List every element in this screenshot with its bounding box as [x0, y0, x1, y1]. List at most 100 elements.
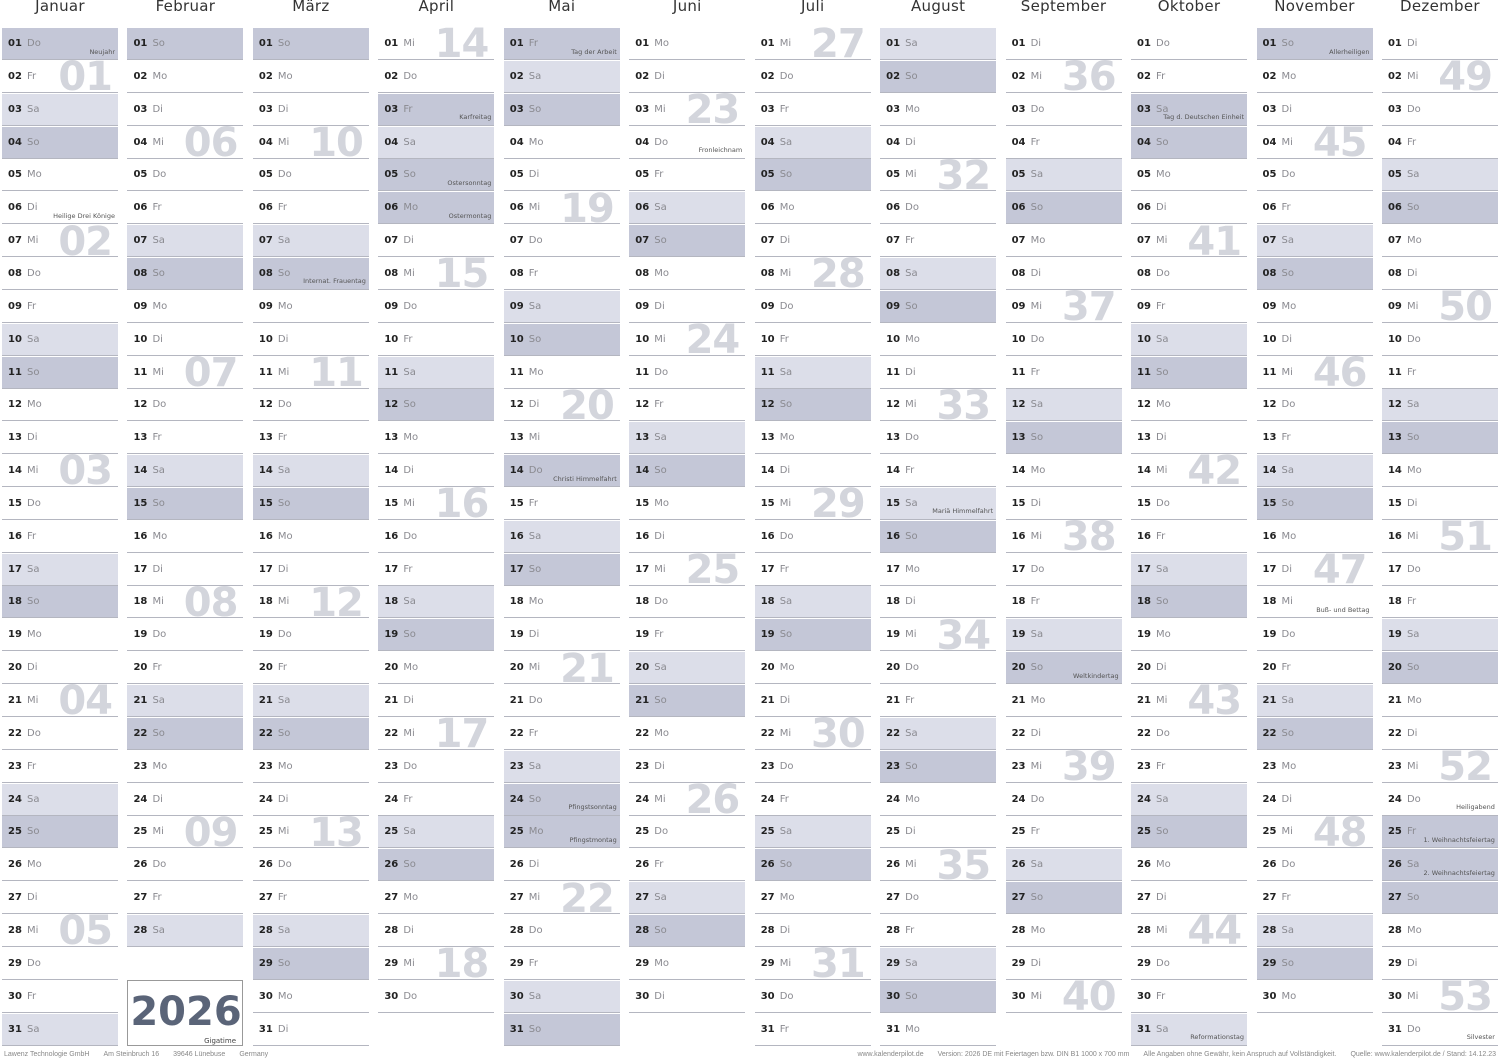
day-cell[interactable]: 08 So [127, 257, 244, 290]
day-cell[interactable]: 18 Mo [503, 586, 620, 619]
day-cell[interactable]: 24 Di [1256, 783, 1373, 816]
day-cell[interactable]: 14 Sa [1256, 455, 1373, 488]
day-cell[interactable]: 08 Mi [754, 257, 871, 290]
day-cell[interactable]: 23 Mo [127, 750, 244, 783]
day-cell[interactable]: 06 Do [880, 192, 997, 225]
day-cell[interactable]: 27 Do [880, 882, 997, 915]
day-cell[interactable]: 05 Mo [1131, 159, 1248, 192]
day-cell[interactable]: 16 Mo [1256, 520, 1373, 553]
day-cell[interactable]: 26 Mo [2, 849, 118, 882]
day-cell[interactable]: 24 Fr [378, 783, 495, 816]
day-cell[interactable]: 12 Do [1256, 389, 1373, 422]
day-cell[interactable]: 28 Mi [2, 914, 118, 947]
day-cell[interactable]: 05 So [754, 159, 871, 192]
day-cell[interactable]: 17 Di [252, 553, 369, 586]
day-cell[interactable]: 08 Mi [378, 257, 495, 290]
day-cell[interactable]: 09 Mo [127, 290, 244, 323]
day-cell[interactable]: 24 Fr [754, 783, 871, 816]
day-cell[interactable]: 28 Sa [252, 914, 369, 947]
day-cell[interactable]: 09 Fr [2, 290, 118, 323]
day-cell[interactable]: 16 Mi [1005, 520, 1122, 553]
day-cell[interactable]: 24 So Pfingstsonntag [503, 783, 620, 816]
day-cell[interactable]: 22 Sa [880, 717, 997, 750]
day-cell[interactable]: 02 Mi [1005, 60, 1122, 93]
day-cell[interactable]: 14 Di [754, 455, 871, 488]
day-cell[interactable]: 22 Mo [629, 717, 746, 750]
day-cell[interactable]: 22 Di [1005, 717, 1122, 750]
day-cell[interactable]: 23 So [880, 750, 997, 783]
day-cell[interactable]: 04 Mi [127, 126, 244, 159]
day-cell[interactable]: 02 Mo [252, 60, 369, 93]
day-cell[interactable]: 10 Mo [880, 323, 997, 356]
day-cell[interactable]: 14 Di [378, 455, 495, 488]
day-cell[interactable]: 01 Mi [378, 28, 495, 60]
day-cell[interactable]: 10 Di [252, 323, 369, 356]
day-cell[interactable]: 29 Di [1005, 947, 1122, 980]
day-cell[interactable]: 31 Sa Reformationstag [1131, 1013, 1248, 1046]
day-cell[interactable]: 11 Sa [378, 356, 495, 389]
day-cell[interactable]: 03 Do [1381, 93, 1498, 126]
day-cell[interactable]: 04 So [1131, 126, 1248, 159]
day-cell[interactable]: 09 Mo [1256, 290, 1373, 323]
day-cell[interactable]: 02 Do [378, 60, 495, 93]
day-cell[interactable]: 19 Sa [1005, 619, 1122, 652]
day-cell[interactable]: 14 Fr [880, 455, 997, 488]
day-cell[interactable]: 29 Di [1381, 947, 1498, 980]
day-cell[interactable]: 05 Do [127, 159, 244, 192]
day-cell[interactable]: 31 Sa [2, 1013, 118, 1046]
day-cell[interactable]: 12 Fr [629, 389, 746, 422]
day-cell[interactable]: 27 Fr [127, 882, 244, 915]
day-cell[interactable]: 11 Do [629, 356, 746, 389]
day-cell[interactable]: 12 So [378, 389, 495, 422]
day-cell[interactable]: 08 Sa [880, 257, 997, 290]
day-cell[interactable]: 13 Di [2, 422, 118, 455]
day-cell[interactable]: 27 So [1005, 882, 1122, 915]
day-cell[interactable]: 07 Do [503, 225, 620, 258]
day-cell[interactable]: 22 So [127, 717, 244, 750]
day-cell[interactable]: 02 Fr [1131, 60, 1248, 93]
day-cell[interactable]: 01 Fr Tag der Arbeit [503, 28, 620, 60]
day-cell[interactable]: 13 Fr [1256, 422, 1373, 455]
day-cell[interactable]: 15 Fr [503, 487, 620, 520]
day-cell[interactable]: 19 Mi [880, 619, 997, 652]
day-cell[interactable]: 18 Fr [1005, 586, 1122, 619]
day-cell[interactable]: 28 Di [378, 914, 495, 947]
day-cell[interactable]: 02 Di [629, 60, 746, 93]
day-cell[interactable]: 11 Mi [252, 356, 369, 389]
day-cell[interactable]: 03 Fr Karfreitag [378, 93, 495, 126]
day-cell[interactable]: 21 Mi [1131, 685, 1248, 717]
day-cell[interactable]: 10 Do [1005, 323, 1122, 356]
day-cell[interactable]: 06 Fr [127, 192, 244, 225]
day-cell[interactable]: 19 Sa [1381, 619, 1498, 652]
day-cell[interactable]: 24 Sa [1131, 783, 1248, 816]
day-cell[interactable]: 10 Di [1256, 323, 1373, 356]
day-cell[interactable]: 06 Sa [629, 192, 746, 225]
day-cell[interactable]: 09 Do [378, 290, 495, 323]
day-cell[interactable]: 14 Sa [252, 455, 369, 488]
day-cell[interactable]: 25 Do [629, 816, 746, 849]
day-cell[interactable]: 23 Do [378, 750, 495, 783]
day-cell[interactable]: 14 Mi [2, 455, 118, 488]
day-cell[interactable]: 28 So [629, 914, 746, 947]
day-cell[interactable]: 11 So [1131, 356, 1248, 389]
day-cell[interactable]: 03 Di [127, 93, 244, 126]
day-cell[interactable]: 25 So [2, 816, 118, 849]
day-cell[interactable]: 25 Mi [1256, 816, 1373, 849]
day-cell[interactable]: 06 Di [1131, 192, 1248, 225]
day-cell[interactable]: 17 Fr [754, 553, 871, 586]
day-cell[interactable]: 04 Mi [252, 126, 369, 159]
day-cell[interactable]: 09 So [880, 290, 997, 323]
day-cell[interactable]: 07 Di [378, 225, 495, 258]
day-cell[interactable]: 23 Mo [1256, 750, 1373, 783]
day-cell[interactable]: 07 Mi [2, 225, 118, 258]
day-cell[interactable]: 21 Sa [1256, 685, 1373, 717]
day-cell[interactable]: 21 Do [503, 685, 620, 717]
day-cell[interactable]: 07 Sa [252, 225, 369, 258]
day-cell[interactable]: 03 Sa Tag d. Deutschen Einheit [1131, 93, 1248, 126]
day-cell[interactable]: 08 Di [1381, 257, 1498, 290]
day-cell[interactable]: 26 Mo [1131, 849, 1248, 882]
day-cell[interactable]: 11 Mo [503, 356, 620, 389]
day-cell[interactable]: 22 So [252, 717, 369, 750]
day-cell[interactable]: 28 Do [503, 914, 620, 947]
day-cell[interactable]: 30 Do [754, 980, 871, 1013]
